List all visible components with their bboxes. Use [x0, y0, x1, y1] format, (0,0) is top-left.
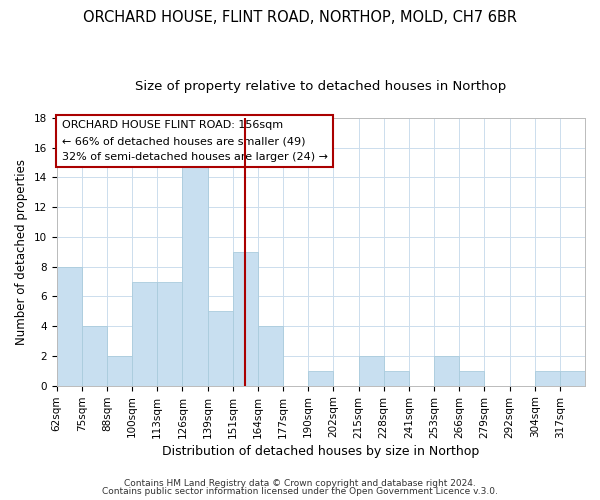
Bar — [258, 326, 283, 386]
Bar — [208, 312, 233, 386]
Bar — [459, 371, 484, 386]
Bar — [434, 356, 459, 386]
Bar — [383, 371, 409, 386]
Bar — [182, 162, 208, 386]
X-axis label: Distribution of detached houses by size in Northop: Distribution of detached houses by size … — [162, 444, 479, 458]
Bar — [233, 252, 258, 386]
Text: Contains HM Land Registry data © Crown copyright and database right 2024.: Contains HM Land Registry data © Crown c… — [124, 478, 476, 488]
Y-axis label: Number of detached properties: Number of detached properties — [15, 158, 28, 344]
Bar — [82, 326, 107, 386]
Bar — [56, 266, 82, 386]
Bar — [535, 371, 560, 386]
Bar — [107, 356, 132, 386]
Bar — [132, 282, 157, 386]
Bar — [308, 371, 334, 386]
Bar — [157, 282, 182, 386]
Text: ORCHARD HOUSE, FLINT ROAD, NORTHOP, MOLD, CH7 6BR: ORCHARD HOUSE, FLINT ROAD, NORTHOP, MOLD… — [83, 10, 517, 25]
Text: Contains public sector information licensed under the Open Government Licence v.: Contains public sector information licen… — [102, 487, 498, 496]
Title: Size of property relative to detached houses in Northop: Size of property relative to detached ho… — [135, 80, 506, 93]
Bar — [359, 356, 383, 386]
Bar — [560, 371, 585, 386]
Text: ORCHARD HOUSE FLINT ROAD: 156sqm
← 66% of detached houses are smaller (49)
32% o: ORCHARD HOUSE FLINT ROAD: 156sqm ← 66% o… — [62, 120, 328, 162]
